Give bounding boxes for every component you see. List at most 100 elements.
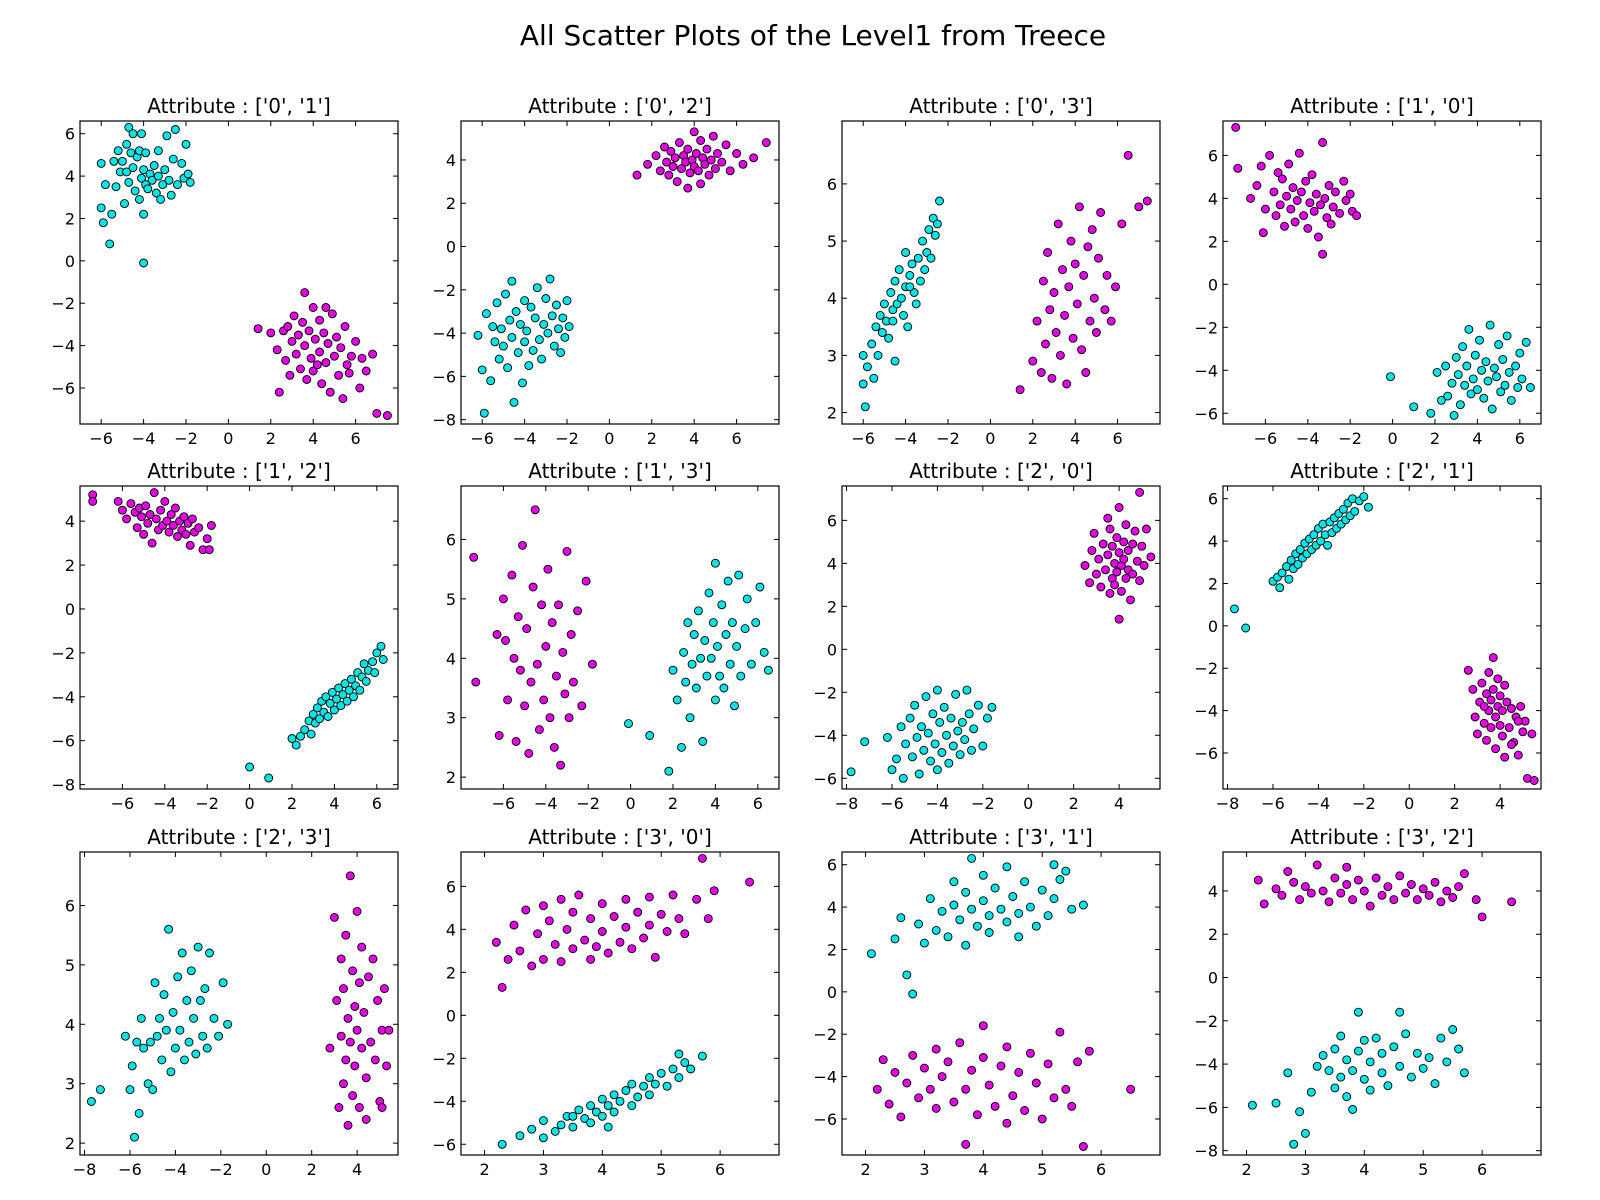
data-point xyxy=(892,754,901,764)
data-point xyxy=(603,948,613,958)
data-point xyxy=(1477,365,1487,375)
y-tick-label: −6 xyxy=(51,379,75,398)
data-point xyxy=(1286,204,1296,214)
data-point xyxy=(1036,368,1046,377)
data-point xyxy=(1383,1081,1393,1091)
data-point xyxy=(587,659,597,669)
data-point xyxy=(1455,400,1465,410)
data-point xyxy=(554,600,563,610)
data-point xyxy=(890,1067,900,1077)
x-tick-label: 6 xyxy=(1113,429,1123,448)
data-point xyxy=(1330,1044,1340,1054)
x-tick-label: −4 xyxy=(1296,429,1320,448)
data-point xyxy=(955,915,965,925)
data-point xyxy=(327,309,337,319)
y-tick-label: −2 xyxy=(1194,1012,1218,1031)
data-point xyxy=(122,139,132,149)
data-point xyxy=(586,914,596,924)
data-point xyxy=(1283,1068,1293,1078)
data-point xyxy=(580,935,590,945)
data-point xyxy=(1371,873,1381,883)
x-tick-label: −2 xyxy=(195,794,219,813)
data-point xyxy=(942,730,951,740)
data-point xyxy=(1395,871,1405,881)
data-point xyxy=(1409,402,1419,412)
subplot-2: Attribute : ['0', '2'] −6 −4 −2 0 2 4 6 −8 −6 −4 −2… xyxy=(432,94,780,448)
data-point xyxy=(713,149,722,158)
data-point xyxy=(509,653,519,663)
data-point xyxy=(558,313,568,323)
x-tick-label: −6 xyxy=(880,794,904,813)
data-point xyxy=(573,606,583,616)
data-point xyxy=(1330,187,1340,197)
subplot-1: Attribute : ['0', '1'] −6 −4 −2 0 2 4 6 −6 −4 −2 0 2… xyxy=(51,94,399,448)
data-point xyxy=(357,1043,367,1053)
x-tick-label: −4 xyxy=(132,429,156,448)
data-point xyxy=(969,724,979,734)
data-point xyxy=(972,1110,982,1120)
data-point xyxy=(686,1064,696,1074)
data-point xyxy=(1470,350,1480,360)
data-point xyxy=(1078,1142,1088,1151)
subplot-title: Attribute : ['3', '2'] xyxy=(1290,825,1474,849)
data-point xyxy=(672,177,682,187)
data-point xyxy=(1119,537,1129,547)
data-point xyxy=(186,966,196,976)
data-point xyxy=(187,514,197,524)
data-point xyxy=(1028,356,1038,366)
y-tick-label: −6 xyxy=(813,1110,837,1129)
series-2 xyxy=(1080,487,1156,624)
data-point xyxy=(1324,897,1334,907)
y-tick-label: −2 xyxy=(1194,659,1218,678)
y-tick-label: 4 xyxy=(827,289,837,308)
data-point xyxy=(1406,1072,1416,1082)
data-point xyxy=(1258,228,1268,238)
data-point xyxy=(1303,223,1313,233)
data-point xyxy=(914,1093,924,1103)
y-tick-label: 2 xyxy=(446,194,456,213)
data-point xyxy=(1451,352,1461,362)
data-point xyxy=(1128,539,1138,549)
x-tick-label: 4 xyxy=(978,1160,988,1179)
y-tick-label: 2 xyxy=(1208,574,1218,593)
data-point xyxy=(202,534,212,544)
data-point xyxy=(308,366,318,376)
data-point xyxy=(1073,1057,1083,1067)
data-point xyxy=(329,912,339,922)
axes-frame xyxy=(841,851,1161,1156)
data-point xyxy=(534,335,544,345)
data-point xyxy=(597,899,607,909)
data-point xyxy=(1137,541,1147,551)
x-tick-label: −2 xyxy=(971,794,995,813)
data-point xyxy=(1049,860,1059,870)
data-point xyxy=(141,148,151,158)
data-point xyxy=(1348,1066,1358,1076)
y-tick-label: 2 xyxy=(446,768,456,787)
data-point xyxy=(1132,556,1142,566)
data-point xyxy=(1511,361,1521,371)
data-point xyxy=(344,685,354,695)
x-tick-label: 2 xyxy=(1450,794,1460,813)
data-point xyxy=(884,333,894,343)
data-point xyxy=(955,1038,965,1048)
subplot-5: Attribute : ['1', '2'] −6 −4 −2 0 2 4 6 −8 −6 −4 −2… xyxy=(51,459,399,813)
data-point xyxy=(332,694,341,704)
data-point xyxy=(1126,1084,1136,1094)
data-point xyxy=(932,219,942,229)
data-point xyxy=(109,156,119,166)
data-point xyxy=(145,1037,155,1047)
data-point xyxy=(972,921,982,931)
data-point xyxy=(1424,1053,1434,1063)
data-point xyxy=(1454,1044,1464,1054)
data-point xyxy=(127,1061,137,1071)
y-tick-label: −2 xyxy=(432,281,456,300)
data-point xyxy=(894,265,904,275)
data-point xyxy=(550,939,560,949)
data-point xyxy=(1313,232,1323,242)
x-tick-label: 4 xyxy=(689,429,699,448)
data-point xyxy=(1128,569,1138,579)
data-point xyxy=(1252,181,1262,190)
data-point xyxy=(1277,568,1287,578)
data-point xyxy=(173,972,183,982)
y-tick-label: −4 xyxy=(1194,1055,1218,1074)
